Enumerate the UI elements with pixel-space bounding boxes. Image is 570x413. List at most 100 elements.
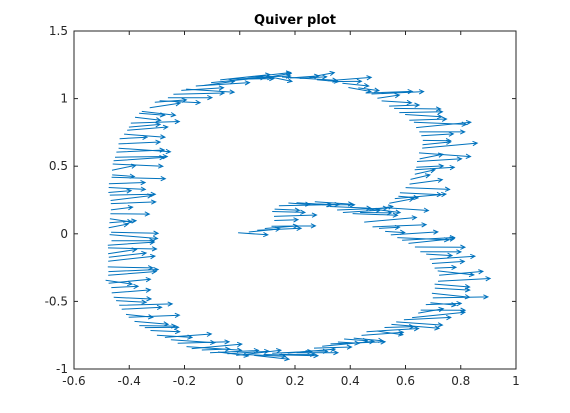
quiver-arrow (154, 97, 188, 103)
y-tick-label: 1 (60, 92, 68, 106)
quiver-arrow (409, 116, 448, 122)
quiver-arrow (139, 112, 166, 118)
quiver-arrow (348, 87, 372, 94)
quiver-arrow (432, 294, 490, 300)
quiver-arrow (409, 177, 444, 185)
quiver-arrow (422, 140, 479, 149)
quiver-arrow (281, 76, 339, 83)
quiver-arrow (118, 139, 162, 145)
quiver-arrow (342, 82, 370, 89)
quiver-arrow (144, 324, 180, 331)
quiver-arrow (274, 217, 300, 223)
quiver-arrow (108, 277, 152, 284)
quiver-arrow (211, 75, 266, 84)
quiver-arrow (149, 101, 182, 109)
quiver-arrow (109, 218, 138, 224)
quiver-arrow (114, 153, 169, 160)
quiver-arrow (365, 88, 414, 95)
axes-background (74, 31, 516, 369)
quiver-arrow (127, 124, 169, 131)
chart-title: Quiver plot (254, 13, 336, 28)
x-tick-label: 0.8 (451, 374, 470, 388)
quiver-arrow (121, 304, 163, 311)
quiver-arrow (177, 339, 231, 345)
quiver-arrow (421, 131, 455, 137)
quiver-arrow (113, 296, 153, 302)
quiver-arrow (416, 120, 472, 129)
quiver-arrow (108, 186, 147, 192)
quiver-arrow (364, 215, 418, 223)
quiver-arrow (110, 205, 134, 211)
y-axis: -1 -0.5 0 0.5 1 1.5 (45, 24, 516, 376)
quiver-arrow (107, 265, 154, 271)
x-tick-label: 0.4 (341, 374, 360, 388)
quiver-arrow (420, 307, 467, 313)
quiver-arrow (390, 229, 439, 236)
quiver-arrow (322, 202, 356, 208)
quiver-arrow (353, 337, 384, 343)
quiver-arrow (108, 269, 158, 276)
quiver-arrow (420, 249, 463, 255)
x-tick-label: -0.4 (118, 374, 141, 388)
quiver-arrow (418, 152, 472, 159)
quiver-arrow (150, 328, 181, 335)
quiver-arrow (381, 99, 413, 106)
quiver-arrow (375, 208, 402, 215)
quiver-arrow (116, 147, 166, 153)
quiver-arrow (112, 163, 164, 169)
quiver-arrow (111, 175, 167, 182)
quiver-arrow (358, 87, 381, 93)
quiver-arrow (272, 209, 307, 215)
quiver-arrow (437, 270, 475, 278)
x-tick-label: -0.6 (62, 374, 85, 388)
quiver-arrow (128, 122, 162, 128)
quiver-arrow (414, 244, 467, 250)
quiver-arrow (429, 253, 477, 260)
quiver-arrow (111, 163, 138, 171)
quiver-arrow (134, 116, 162, 123)
quiver-arrow (274, 207, 301, 213)
quiver-arrow (108, 250, 148, 258)
quiver-arrow (128, 312, 181, 319)
quiver-arrow (111, 230, 160, 236)
quiver-arrow (391, 323, 441, 331)
quiver-arrow (399, 109, 444, 115)
y-tick-label: 0 (60, 227, 68, 241)
quiver-arrow (238, 231, 269, 238)
quiver-arrow (437, 276, 492, 282)
quiver-arrow (107, 239, 156, 246)
y-tick-label: -1 (56, 362, 68, 376)
quiver-arrow (418, 306, 445, 314)
quiver-arrow (119, 301, 174, 307)
quiver-arrow (377, 93, 401, 99)
quiver-arrow (305, 348, 329, 354)
quiver-arrow (396, 321, 444, 328)
quiver-arrow (412, 310, 467, 319)
quiver-arrow (288, 201, 311, 207)
quiver-arrow (313, 344, 353, 350)
quiver-arrow (419, 129, 466, 135)
quiver-arrow (422, 137, 452, 144)
quiver-arrow (434, 283, 471, 290)
quiver-arrow (416, 163, 445, 169)
quiver-arrow (220, 72, 272, 81)
x-tick-label: -0.2 (173, 374, 196, 388)
x-tick-label: 0 (236, 374, 244, 388)
quiver-arrow (119, 134, 149, 141)
quiver-arrow (271, 223, 317, 229)
quiver-arrow (167, 94, 214, 101)
quiver-arrow (405, 186, 451, 192)
quiver-arrows (105, 70, 492, 362)
quiver-arrow (236, 348, 283, 356)
quiver-arrow (397, 237, 450, 243)
quiver-arrow (108, 188, 133, 194)
quiver-arrow (405, 113, 443, 120)
quiver-arrow (430, 302, 458, 308)
y-tick-label: 1.5 (49, 24, 68, 38)
quiver-arrow (108, 247, 138, 255)
quiver-arrow (111, 283, 140, 290)
x-axis: -0.6 -0.4 -0.2 0 0.2 0.4 0.6 0.8 1 (62, 31, 520, 388)
quiver-arrow (431, 259, 466, 265)
quiver-arrow (113, 155, 166, 162)
quiver-arrow (337, 340, 361, 346)
